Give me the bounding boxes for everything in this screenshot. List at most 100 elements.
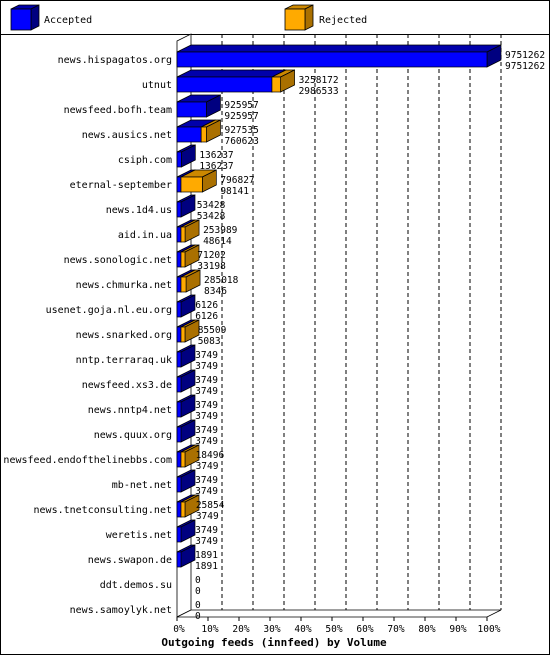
bar-accepted <box>176 326 182 343</box>
bar-accepted <box>176 51 488 68</box>
x-tick-label: 100% <box>478 624 501 635</box>
bar-accepted <box>176 226 182 243</box>
value-label-accepted: 48614 <box>203 236 232 247</box>
bar-accepted <box>176 76 273 93</box>
value-label-offered: 3749 <box>195 350 218 361</box>
value-label-offered: 53428 <box>197 200 226 211</box>
category-label: newsfeed.xs3.de <box>82 380 172 391</box>
bar-accepted <box>176 201 182 218</box>
value-label-accepted: 6126 <box>195 311 218 322</box>
value-label-offered: 3749 <box>195 400 218 411</box>
value-label-accepted: 136237 <box>199 161 233 172</box>
value-label-accepted: 33198 <box>197 261 226 272</box>
value-label-offered: 927535 <box>224 125 258 136</box>
category-label: news.nntp4.net <box>88 405 172 416</box>
category-label: eternal-september <box>70 180 172 191</box>
category-label: news.hispagatos.org <box>58 55 172 66</box>
x-axis-title: Outgoing feeds (innfeed) by Volume <box>161 636 387 649</box>
bar-accepted <box>176 551 182 568</box>
bar-accepted <box>176 426 182 443</box>
value-label-offered: 3749 <box>195 475 218 486</box>
category-label: news.1d4.us <box>106 205 172 216</box>
bar-accepted <box>176 251 182 268</box>
value-label-offered: 6126 <box>195 300 218 311</box>
bar-accepted <box>176 126 202 143</box>
bar-rejected <box>271 76 281 93</box>
bar-accepted <box>176 376 182 393</box>
category-label: news.tnetconsulting.net <box>34 505 172 516</box>
bar-rejected <box>180 176 203 193</box>
x-tick-label: 40% <box>294 624 311 635</box>
value-label-offered: 136237 <box>199 150 233 161</box>
x-tick-label: 50% <box>325 624 342 635</box>
bar-accepted-top <box>176 44 502 53</box>
category-label: newsfeed.endofthelinebbs.com <box>3 455 172 466</box>
value-label-accepted: 1891 <box>195 561 218 572</box>
legend: Accepted Rejected <box>0 4 550 35</box>
bar-accepted <box>176 476 182 493</box>
bar-accepted <box>176 101 207 118</box>
x-axis-floor <box>176 609 502 618</box>
value-label-accepted: 8346 <box>204 286 227 297</box>
value-label-offered: 1891 <box>195 550 218 561</box>
category-label: csiph.com <box>118 155 172 166</box>
bar-accepted <box>176 526 182 543</box>
value-label-offered: 3258172 <box>299 75 339 86</box>
value-label-accepted: 9751262 <box>505 61 545 72</box>
category-label: news.quux.org <box>94 430 172 441</box>
value-label-offered: 0 <box>195 575 201 586</box>
value-label-accepted: 3749 <box>195 361 218 372</box>
bar-rejected <box>200 126 207 143</box>
legend-swatch-rejected-side <box>304 4 314 31</box>
legend-item-rejected: Rejected <box>284 4 367 31</box>
value-label-offered: 285018 <box>204 275 239 286</box>
category-label: news.sonologic.net <box>64 255 172 266</box>
category-label: mb-net.net <box>112 480 172 491</box>
value-label-accepted: 53428 <box>197 211 226 222</box>
category-label: news.ausics.net <box>82 130 172 141</box>
category-label: news.chmurka.net <box>76 280 172 291</box>
value-label-accepted: 0 <box>195 586 201 597</box>
legend-swatch-rejected <box>284 8 306 31</box>
plot-area: 0% 10% 20% 30% 40% 50% 60% 70% 80% 90% 100% news.hi… <box>3 33 545 635</box>
bar-accepted <box>176 401 182 418</box>
value-label-offered: 253989 <box>203 225 238 236</box>
bar-accepted <box>176 501 182 518</box>
legend-swatch-accepted <box>10 8 32 31</box>
value-label-offered: 3749 <box>195 375 218 386</box>
x-tick-label: 70% <box>387 624 404 635</box>
value-label-offered: 9751262 <box>505 50 545 61</box>
category-label: weretis.net <box>106 530 172 541</box>
value-label-accepted: 3749 <box>196 511 219 522</box>
value-label-accepted: 3749 <box>195 411 218 422</box>
category-label: news.swapon.de <box>88 555 172 566</box>
category-label: news.samoylyk.net <box>70 605 172 616</box>
category-label: usenet.goja.nl.eu.org <box>46 305 172 316</box>
value-label-offered: 18496 <box>196 450 225 461</box>
value-label-offered: 3749 <box>195 525 218 536</box>
x-tick-label: 30% <box>263 624 280 635</box>
bar-rejected <box>180 451 186 468</box>
bar-accepted-top <box>176 69 287 78</box>
value-label-accepted: 3749 <box>196 461 219 472</box>
value-label-offered: 925957 <box>224 100 258 111</box>
bar-accepted <box>176 301 182 318</box>
value-label-accepted: 3749 <box>195 486 218 497</box>
value-label-accepted: 760623 <box>224 136 258 147</box>
value-label-offered: 3749 <box>195 425 218 436</box>
category-label: newsfeed.bofh.team <box>64 105 172 116</box>
bar-rejected <box>180 226 186 243</box>
value-label-accepted: 5083 <box>198 336 221 347</box>
bar-accepted <box>176 151 182 168</box>
legend-label-accepted: Accepted <box>44 15 92 26</box>
x-tick-label: 10% <box>201 624 218 635</box>
bar-rejected <box>180 276 187 293</box>
x-tick-label: 90% <box>449 624 466 635</box>
bar-rejected <box>180 251 186 268</box>
legend-item-accepted: Accepted <box>10 4 92 31</box>
value-label-offered: 85509 <box>198 325 227 336</box>
bar-rejected <box>180 326 186 343</box>
value-label-offered: 25854 <box>196 500 225 511</box>
